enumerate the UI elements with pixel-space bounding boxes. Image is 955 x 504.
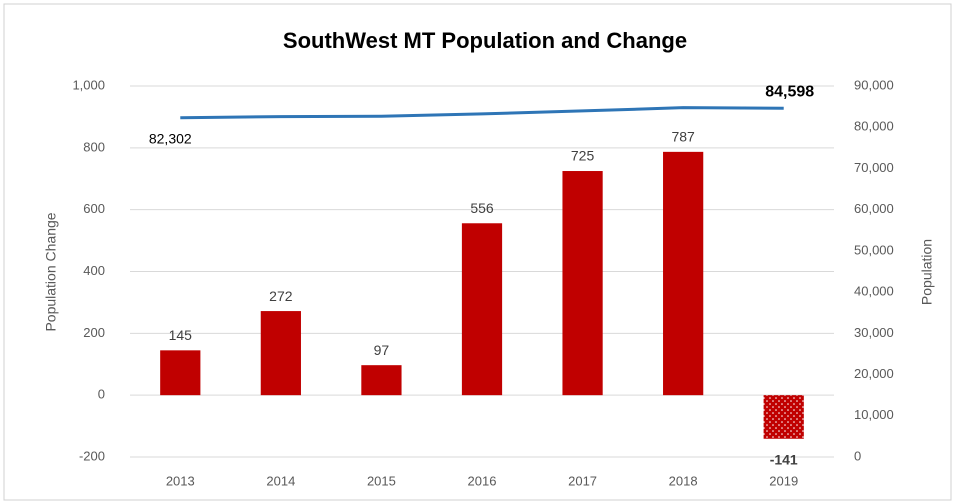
y2-axis-title: Population <box>919 239 935 305</box>
chart-title: SouthWest MT Population and Change <box>283 28 687 53</box>
line <box>180 106 784 120</box>
y-axis-title: Population Change <box>43 212 59 331</box>
y2-tick-label: 60,000 <box>854 201 894 216</box>
y2-tick-label: 30,000 <box>854 325 894 340</box>
y2-tick-label: 0 <box>854 448 861 463</box>
bar-label: 725 <box>571 148 595 164</box>
bar <box>160 350 201 396</box>
y-tick-label: 600 <box>83 201 105 216</box>
y2-tick-label: 10,000 <box>854 407 894 422</box>
line-label: 84,598 <box>765 83 814 100</box>
bar <box>361 365 402 396</box>
y-tick-label: 0 <box>98 387 105 402</box>
x-tick-label: 2016 <box>468 473 497 488</box>
line-label: 82,302 <box>149 130 192 146</box>
x-tick-label: 2015 <box>367 473 396 488</box>
y2-tick-label: 80,000 <box>854 119 894 134</box>
y-tick-label: 1,000 <box>72 77 105 92</box>
bar-label: 97 <box>374 342 390 358</box>
y2-tick-label: 90,000 <box>854 77 894 92</box>
bar <box>663 151 704 396</box>
bar-label: -141 <box>770 451 798 467</box>
x-tick-label: 2013 <box>166 473 195 488</box>
bar-label: 556 <box>470 200 494 216</box>
y-tick-label: -200 <box>79 448 105 463</box>
y-tick-label: 800 <box>83 139 105 154</box>
y2-tick-label: 70,000 <box>854 160 894 175</box>
x-tick-label: 2014 <box>266 473 295 488</box>
bar-label: 272 <box>269 288 293 304</box>
bar-label: 787 <box>671 129 695 145</box>
y2-tick-label: 40,000 <box>854 284 894 299</box>
x-tick-label: 2018 <box>669 473 698 488</box>
x-tick-label: 2017 <box>568 473 597 488</box>
bar <box>562 171 603 396</box>
bar <box>260 311 301 396</box>
y-tick-label: 200 <box>83 325 105 340</box>
bar-label: 145 <box>169 327 193 343</box>
y-tick-label: 400 <box>83 263 105 278</box>
bar <box>763 395 804 439</box>
y2-tick-label: 20,000 <box>854 366 894 381</box>
bar <box>461 223 503 396</box>
x-tick-label: 2019 <box>769 473 798 488</box>
y2-tick-label: 50,000 <box>854 242 894 257</box>
